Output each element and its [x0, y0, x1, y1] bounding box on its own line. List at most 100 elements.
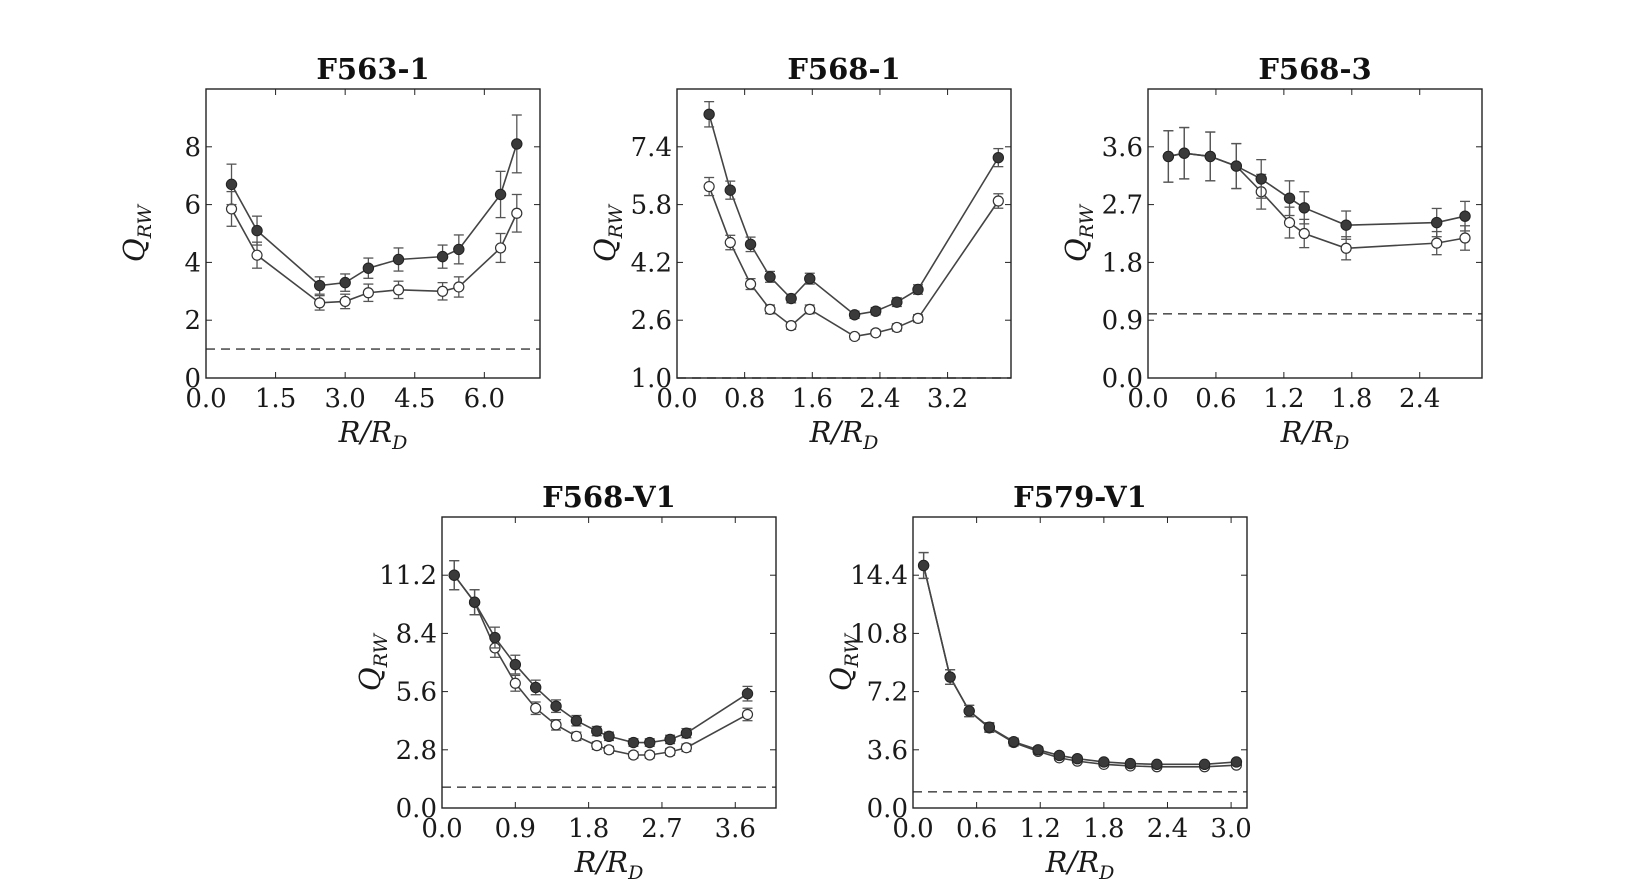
data-point-open [436, 285, 449, 297]
data-point-open [664, 746, 676, 758]
plot-frame [912, 516, 1248, 809]
data-point-filled [509, 658, 522, 671]
data-point-open [453, 281, 465, 293]
plot-frame [205, 88, 541, 379]
data-point-open [225, 203, 238, 215]
y-axis-label-sub: RW [1076, 203, 1098, 239]
data-point-filled [1008, 736, 1020, 748]
y-axis-label-main: Q [1059, 238, 1093, 262]
data-point-filled [785, 292, 797, 305]
y-axis-label-sub: RW [841, 632, 863, 668]
data-point-open [494, 242, 507, 254]
data-point-filled [891, 296, 903, 308]
series-line [922, 565, 1237, 766]
y-tick-label: 0 [184, 364, 201, 394]
x-axis-label-main: R/R [1280, 415, 1334, 449]
data-point-filled [1151, 758, 1163, 771]
data-point-open [724, 236, 736, 249]
data-point-filled [1431, 216, 1443, 229]
data-point-filled [453, 243, 465, 256]
data-point-filled [764, 271, 776, 283]
y-tick-label: 7.2 [867, 678, 908, 708]
y-axis-label: QRW [824, 632, 863, 691]
data-point-open [1298, 227, 1310, 240]
data-point-open [703, 180, 715, 193]
x-axis-label: R/RD [1280, 415, 1350, 454]
y-tick-label: 11.2 [379, 561, 437, 591]
data-point-open [764, 303, 776, 315]
data-point-filled [741, 687, 754, 700]
y-axis-label: QRW [353, 632, 392, 691]
series-open [225, 190, 523, 311]
series-filled [917, 551, 1243, 771]
x-axis-label-main: R/R [809, 415, 863, 449]
y-axis-label-sub: RW [370, 632, 392, 668]
x-axis-label: R/RD [574, 845, 644, 884]
y-tick-label: 0.0 [396, 794, 437, 824]
x-tick-label: 0.0 [1127, 384, 1168, 414]
x-tick-label: 0.6 [1195, 384, 1236, 414]
x-tick-label: 0.9 [495, 814, 536, 844]
panel-title: F568-3 [1258, 52, 1371, 86]
data-point-open [1283, 216, 1296, 229]
x-tick-label: 0.0 [892, 814, 933, 844]
data-point-open [891, 321, 903, 334]
data-point-filled [1255, 173, 1267, 185]
x-tick-label: 0.8 [724, 384, 765, 414]
panel-title: F568-V1 [542, 480, 676, 514]
x-tick-label: 0.0 [656, 384, 697, 414]
data-point-filled [917, 559, 930, 572]
data-point-open [509, 677, 521, 689]
data-point-filled [313, 279, 326, 292]
y-tick-label: 14.4 [850, 561, 908, 591]
x-tick-label: 0.0 [421, 814, 462, 844]
data-point-filled [1230, 756, 1243, 768]
x-axis-label-sub: D [627, 862, 643, 884]
x-tick-label: 1.8 [1331, 384, 1372, 414]
y-axis-label-sub: RW [605, 203, 627, 239]
x-tick-label: 3.0 [324, 384, 365, 414]
y-tick-label: 0.9 [1102, 306, 1143, 336]
data-point-filled [1198, 758, 1211, 771]
y-tick-label: 4 [184, 248, 201, 278]
data-point-open [1459, 232, 1471, 244]
y-tick-label: 4.2 [631, 248, 672, 278]
x-tick-label: 3.2 [927, 384, 968, 414]
data-point-open [570, 730, 583, 742]
series-open [448, 560, 754, 761]
data-point-open [1431, 237, 1443, 249]
y-tick-label: 2 [184, 306, 201, 336]
x-tick-label: 1.6 [792, 384, 833, 414]
data-point-filled [448, 569, 460, 581]
data-point-filled [912, 283, 924, 296]
data-point-filled [251, 224, 263, 237]
y-tick-label: 1.0 [631, 364, 672, 394]
data-point-filled [963, 705, 975, 717]
series-open [918, 551, 1242, 773]
data-point-filled [724, 184, 736, 196]
panel-title: F563-1 [316, 52, 429, 86]
data-point-filled [1053, 749, 1066, 762]
y-axis-label-main: Q [117, 238, 151, 262]
data-point-filled [1178, 147, 1190, 159]
y-tick-label: 5.8 [631, 191, 672, 221]
x-tick-label: 1.8 [568, 814, 609, 844]
series-filled [225, 114, 523, 295]
data-point-open [992, 195, 1004, 207]
x-axis-label: R/RD [809, 415, 879, 454]
x-axis-label-main: R/R [338, 415, 392, 449]
x-tick-label: 1.5 [255, 384, 296, 414]
x-tick-label: 2.7 [641, 814, 682, 844]
panel-f563-1: F563-1 0.0 1.5 3.0 4.5 6.0 0 2 4 6 8 R/RD QRW [117, 52, 541, 454]
y-axis-label: QRW [117, 203, 156, 262]
data-point-filled [804, 272, 816, 285]
y-axis-label-main: Q [588, 238, 622, 262]
data-point-filled [468, 596, 481, 608]
data-point-open [627, 749, 640, 761]
series-line [230, 143, 518, 287]
series-line [230, 208, 518, 304]
x-axis-label-sub: D [1098, 862, 1114, 884]
data-point-filled [225, 178, 238, 191]
data-point-filled [339, 276, 351, 289]
data-point-filled [848, 309, 861, 321]
